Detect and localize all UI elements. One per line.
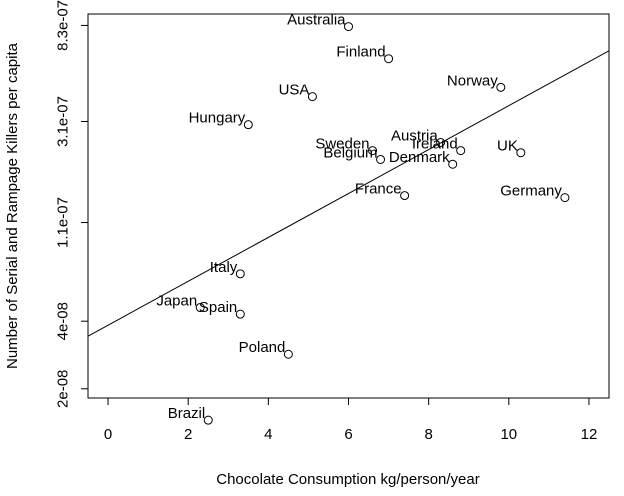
data-point	[235, 269, 245, 279]
point-label: Poland	[239, 339, 286, 356]
regression-line	[87, 50, 610, 337]
x-tick-label: 0	[104, 426, 112, 443]
point-label: Ireland	[412, 136, 458, 153]
point-label: Denmark	[389, 149, 450, 166]
data-point	[195, 303, 205, 313]
y-tick-label: 1.1e-07	[54, 197, 71, 248]
x-tick-label: 12	[581, 426, 598, 443]
x-tick-label: 8	[424, 426, 432, 443]
data-point	[456, 146, 466, 156]
data-point	[203, 415, 213, 425]
plot-frame	[87, 13, 610, 399]
point-label: Norway	[447, 72, 498, 89]
point-label: Australia	[287, 12, 346, 29]
point-label: France	[355, 181, 402, 198]
point-label: Germany	[500, 183, 562, 200]
point-label: Finland	[336, 44, 385, 61]
point-label: Brazil	[168, 405, 206, 422]
point-label: Italy	[210, 259, 238, 276]
point-label: Austria	[391, 127, 438, 144]
data-point	[448, 159, 458, 169]
point-label: Belgium	[323, 144, 377, 161]
y-tick-label: 4e-08	[54, 302, 71, 340]
data-point	[307, 92, 317, 102]
data-point	[344, 22, 353, 32]
data-point	[496, 82, 506, 92]
y-tick-label: 3.1e-07	[54, 96, 71, 147]
data-points: AustraliaFinlandNorwayUSAHungaryAustriaI…	[156, 12, 570, 425]
data-point	[283, 349, 293, 359]
point-label: UK	[497, 138, 518, 155]
x-tick-label: 10	[500, 426, 517, 443]
data-point	[516, 148, 526, 158]
y-axis-title: Number of Serial and Rampage Killers per…	[4, 42, 21, 369]
data-point	[400, 191, 410, 201]
x-tick-label: 2	[184, 426, 192, 443]
data-point	[376, 154, 386, 164]
y-tick-label: 8.3e-07	[54, 0, 71, 51]
x-tick-label: 4	[264, 426, 272, 443]
data-point	[235, 309, 245, 319]
x-axis-title: Chocolate Consumption kg/person/year	[216, 471, 479, 488]
point-label: Japan	[156, 293, 197, 310]
point-label: USA	[279, 82, 310, 99]
data-point	[560, 193, 570, 203]
point-label: Sweden	[315, 136, 369, 153]
data-point	[243, 120, 253, 130]
data-point	[436, 137, 446, 147]
data-point	[384, 54, 394, 64]
x-tick-label: 6	[344, 426, 352, 443]
y-tick-label: 2e-08	[54, 370, 71, 408]
point-label: Hungary	[189, 110, 246, 127]
data-point	[368, 146, 378, 156]
point-label: Spain	[199, 299, 237, 316]
y-axis: 2e-08 4e-08 1.1e-07 3.1e-07 8.3e-07	[54, 0, 89, 408]
x-axis: 0 2 4 6 8 10 12	[104, 397, 598, 443]
